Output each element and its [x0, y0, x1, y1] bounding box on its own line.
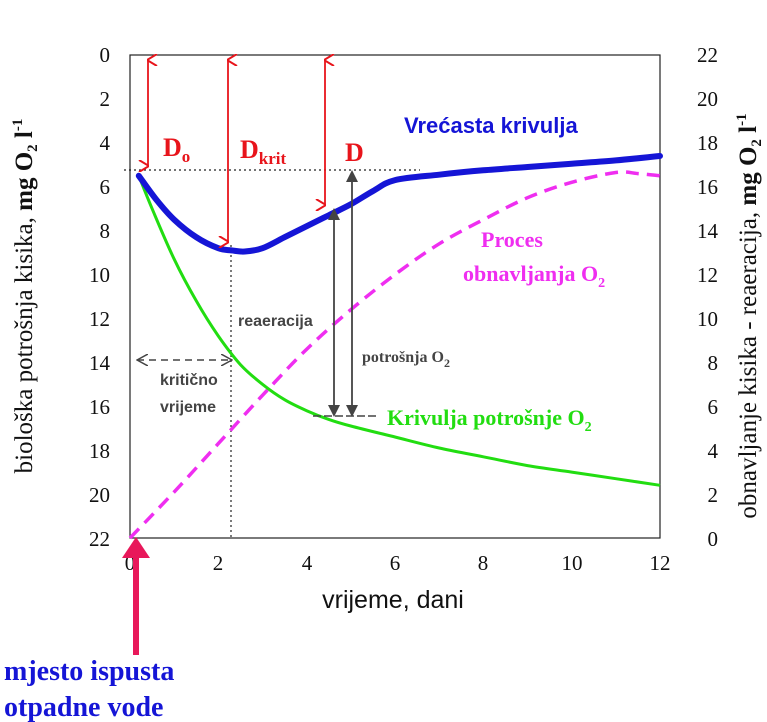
label-potrosnja-main: potrošnja O: [362, 349, 444, 366]
y-right-tick: 4: [708, 439, 719, 463]
label-d0: Do: [163, 133, 190, 166]
label-reaeration-main: obnavljanja O: [463, 261, 598, 286]
x-tick: 8: [478, 551, 489, 575]
discharge-arrow-head-icon: [122, 537, 150, 558]
y-right-axis-title: obnavljanje kisika - reaeracija, mg O2 l…: [734, 113, 765, 518]
discharge-label-line1: mjesto ispusta: [4, 656, 174, 687]
y-right-ticks: 0 2 4 6 8 10 12 14 16 18 20 22: [697, 43, 719, 551]
y-right-title-main: obnavljanje kisika - reaeracija,: [735, 206, 762, 519]
y-right-tick: 20: [697, 87, 718, 111]
label-d: D: [345, 138, 364, 167]
series-line-reaeration: [128, 170, 661, 540]
label-kriticno: kritično: [160, 372, 218, 389]
y-right-title-unit2: l: [735, 126, 762, 139]
label-consumption-sub: 2: [585, 420, 592, 435]
y-right-tick: 18: [697, 131, 718, 155]
x-tick: 4: [302, 551, 313, 575]
y-right-tick: 14: [697, 219, 719, 243]
y-left-tick: 18: [89, 439, 110, 463]
y-right-title-sub: 2: [749, 139, 765, 147]
x-axis-title: vrijeme, dani: [322, 586, 464, 614]
label-dkrit-main: D: [240, 135, 259, 164]
label-reaeration-line2: obnavljanja O2: [463, 261, 605, 291]
label-consumption-main: Krivulja potrošnje O: [387, 405, 585, 430]
discharge-label-line2: otpadne vode: [4, 692, 163, 722]
y-left-title-sub: 2: [25, 144, 41, 152]
y-right-tick: 8: [708, 351, 719, 375]
y-left-tick: 2: [100, 87, 111, 111]
y-right-tick: 12: [697, 263, 718, 287]
y-left-tick: 8: [100, 219, 111, 243]
label-d0-main: D: [163, 133, 182, 162]
y-left-ticks: 0 2 4 6 8 10 12 14 16 18 20 22: [89, 43, 111, 551]
y-left-tick: 4: [100, 131, 111, 155]
label-consumption-curve: Krivulja potrošnje O2: [387, 405, 592, 435]
x-tick: 0: [125, 551, 136, 575]
y-right-tick: 22: [697, 43, 718, 67]
label-d0-sub: o: [182, 147, 191, 166]
label-vrijeme: vrijeme: [160, 399, 216, 416]
y-left-title-main: biološka potrošnja kisika,: [11, 211, 38, 473]
y-left-tick: 10: [89, 263, 110, 287]
y-right-title-unit: mg O: [735, 147, 762, 206]
label-dkrit-sub: krit: [259, 149, 287, 168]
x-tick: 12: [650, 551, 671, 575]
y-right-title-sup: -1: [734, 113, 750, 126]
y-right-tick: 10: [697, 307, 718, 331]
series-line-oxygen-consumption: [137, 175, 661, 487]
y-left-title-unit2: l: [11, 131, 38, 144]
y-left-tick: 0: [100, 43, 111, 67]
y-left-title-unit: mg O: [11, 152, 38, 211]
y-left-axis-title: biološka potrošnja kisika, mg O2 l-1: [10, 119, 41, 474]
label-potrosnja: potrošnja O2: [362, 349, 450, 370]
label-reaeration-line1: Proces: [481, 227, 543, 252]
label-potrosnja-sub: 2: [444, 356, 450, 370]
label-dkrit: Dkrit: [240, 135, 287, 168]
y-left-tick: 14: [89, 351, 111, 375]
y-left-tick: 22: [89, 527, 110, 551]
label-sag-curve: Vrećasta krivulja: [404, 113, 578, 138]
x-ticks: 0 2 4 6 8 10 12: [125, 551, 671, 575]
y-left-tick: 6: [100, 175, 111, 199]
series-line-oxygen-sag: [135, 153, 663, 255]
y-right-tick: 16: [697, 175, 718, 199]
x-tick: 6: [390, 551, 401, 575]
plot-frame: [129, 54, 661, 539]
y-left-title-sup: -1: [10, 119, 26, 132]
y-left-tick: 20: [89, 483, 110, 507]
y-left-tick: 16: [89, 395, 110, 419]
label-reaeracija: reaeracija: [238, 313, 313, 330]
x-tick: 2: [213, 551, 224, 575]
y-right-tick: 6: [708, 395, 719, 419]
x-tick: 10: [562, 551, 583, 575]
y-left-tick: 12: [89, 307, 110, 331]
y-right-tick: 0: [708, 527, 719, 551]
label-reaeration-sub: 2: [598, 276, 605, 291]
y-right-tick: 2: [708, 483, 719, 507]
